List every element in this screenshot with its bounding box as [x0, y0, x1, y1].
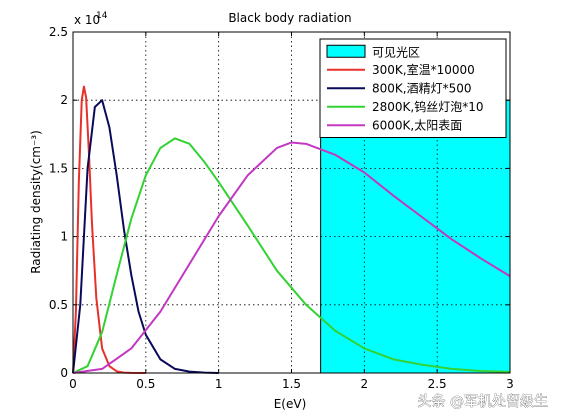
series-line-3 — [72, 137, 511, 374]
legend-label-2: 800K,酒精灯*500 — [372, 81, 472, 95]
tick-layer: 0 0.5 1 1.5 2 2.5 3 0 0.5 1 1.5 2 2.5 — [49, 25, 514, 391]
series-line-1 — [72, 85, 146, 374]
series-line-4 — [72, 141, 511, 374]
legend-label-1: 300K,室温*10000 — [372, 62, 475, 77]
watermark-text: 头条 @军机处留级生 — [418, 393, 548, 410]
y-tick-label: 0 — [60, 366, 68, 380]
x-tick-label: 1 — [215, 377, 223, 391]
x-tick-label: 2.5 — [428, 377, 447, 391]
legend-label-4: 6000K,太阳表面 — [372, 117, 462, 132]
legend-label-3: 2800K,钨丝灯泡*10 — [372, 99, 484, 114]
y-axis-label: Radiating density(cm⁻³) — [29, 130, 43, 274]
grid-layer — [73, 32, 510, 373]
chart-title: Black body radiation — [228, 11, 351, 25]
series-layer — [72, 85, 511, 374]
x-tick-label: 0 — [69, 377, 77, 391]
x-tick-label: 1.5 — [282, 377, 301, 391]
y-multiplier-exponent: 14 — [96, 11, 108, 21]
plot-area: 0 0.5 1 1.5 2 2.5 3 0 0.5 1 1.5 2 2.5 — [49, 25, 514, 391]
legend-label-visible-band: 可见光区 — [372, 45, 420, 59]
x-tick-label: 3 — [506, 377, 514, 391]
y-tick-label: 0.5 — [49, 298, 68, 312]
y-tick-label: 2.5 — [49, 25, 68, 39]
x-tick-label: 0.5 — [136, 377, 155, 391]
legend: 可见光区 300K,室温*10000 800K,酒精灯*500 2800K,钨丝灯泡*… — [319, 38, 507, 138]
x-tick-label: 2 — [361, 377, 369, 391]
x-axis-label: E(eV) — [274, 397, 307, 411]
y-multiplier-label: x 10 — [74, 13, 100, 27]
y-tick-label: 1 — [60, 230, 68, 244]
legend-swatch-visible-band — [326, 44, 366, 58]
series-line-2 — [72, 99, 219, 374]
y-tick-label: 1.5 — [49, 161, 68, 175]
y-tick-label: 2 — [60, 93, 68, 107]
